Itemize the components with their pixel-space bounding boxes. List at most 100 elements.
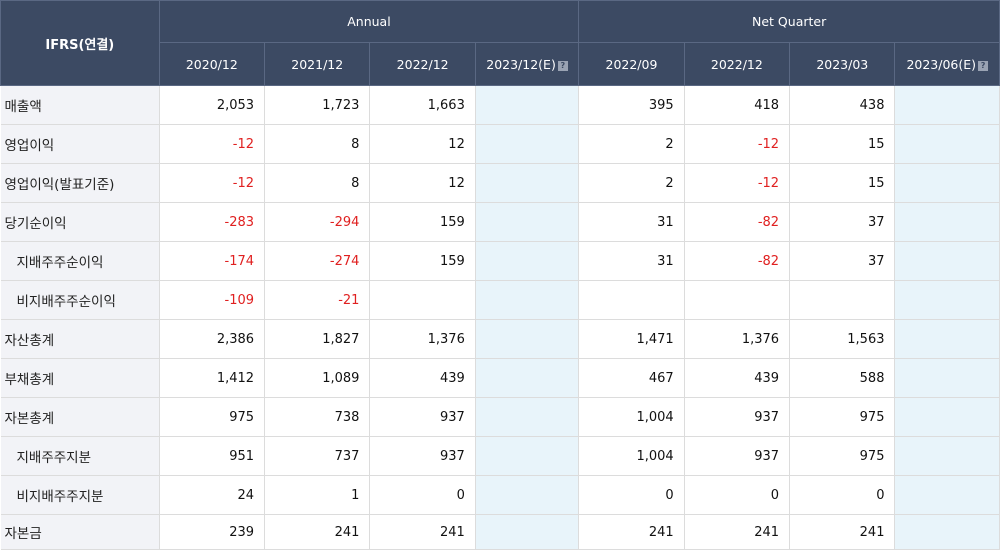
annual-value-cell: 975 <box>159 397 266 437</box>
annual-value-cell <box>475 280 580 320</box>
table-row: 자본총계 975 738 937 1,004 937 975 <box>0 397 1000 437</box>
annual-value-cell: 241 <box>369 514 476 550</box>
period-label: 2023/03 <box>816 56 869 72</box>
row-label: 영업이익(발표기준) <box>0 163 160 203</box>
annual-value-cell: -294 <box>264 202 371 242</box>
quarter-value-cell: 937 <box>684 397 791 437</box>
quarter-value-cell: 395 <box>578 85 685 125</box>
annual-value-cell: 0 <box>369 475 476 515</box>
annual-value-cell: 439 <box>369 358 476 398</box>
quarter-value-cell: 438 <box>789 85 896 125</box>
quarter-group-header: Net Quarter <box>578 0 1000 43</box>
annual-value-cell: 1,663 <box>369 85 476 125</box>
row-label: 자본금 <box>0 514 160 550</box>
annual-value-cell <box>475 85 580 125</box>
period-label: 2023/06(E) <box>906 56 977 72</box>
period-label: 2021/12 <box>291 56 344 72</box>
period-label: 2022/12 <box>396 56 449 72</box>
annual-value-cell <box>475 358 580 398</box>
annual-value-cell: 159 <box>369 202 476 242</box>
annual-value-cell: 239 <box>159 514 266 550</box>
annual-value-cell <box>475 241 580 281</box>
annual-value-cell <box>475 202 580 242</box>
quarter-value-cell <box>578 280 685 320</box>
quarter-value-cell <box>894 124 1000 164</box>
annual-period-header: 2023/12(E)? <box>474 42 580 86</box>
quarter-value-cell: 31 <box>578 202 685 242</box>
quarter-value-cell: -82 <box>684 202 791 242</box>
row-label: 지배주주순이익 <box>0 241 160 281</box>
annual-value-cell <box>475 163 580 203</box>
table-row: 영업이익 -12 8 12 2 -12 15 <box>0 124 1000 164</box>
annual-value-cell <box>369 280 476 320</box>
table-header: IFRS(연결) Annual Net Quarter 2020/12 2021/… <box>0 0 1000 86</box>
annual-period-header: 2022/12 <box>369 42 476 86</box>
annual-value-cell: 937 <box>369 397 476 437</box>
quarter-value-cell <box>894 319 1000 359</box>
annual-value-cell <box>475 475 580 515</box>
quarter-value-cell: -82 <box>684 241 791 281</box>
row-label: 매출액 <box>0 85 160 125</box>
help-icon[interactable]: ? <box>557 60 568 71</box>
annual-value-cell: 1 <box>264 475 371 515</box>
annual-value-cell <box>475 514 580 550</box>
annual-value-cell <box>475 124 580 164</box>
quarter-value-cell <box>894 280 1000 320</box>
quarter-value-cell: 1,004 <box>578 397 685 437</box>
quarter-value-cell: 588 <box>789 358 896 398</box>
annual-value-cell: 12 <box>369 163 476 203</box>
annual-value-cell: -274 <box>264 241 371 281</box>
annual-value-cell: 937 <box>369 436 476 476</box>
quarter-value-cell: 31 <box>578 241 685 281</box>
annual-value-cell: 1,089 <box>264 358 371 398</box>
quarter-value-cell <box>894 202 1000 242</box>
quarter-value-cell: 418 <box>684 85 791 125</box>
quarter-value-cell <box>894 241 1000 281</box>
quarter-value-cell <box>894 397 1000 437</box>
row-label: 비지배주주지분 <box>0 475 160 515</box>
annual-value-cell: 2,386 <box>159 319 266 359</box>
quarter-value-cell: 975 <box>789 436 896 476</box>
quarter-value-cell: 1,471 <box>578 319 685 359</box>
quarter-value-cell <box>789 280 896 320</box>
quarter-value-cell <box>894 163 1000 203</box>
annual-value-cell: 159 <box>369 241 476 281</box>
quarter-period-header: 2023/06(E)? <box>894 42 1000 86</box>
quarter-value-cell: 1,004 <box>578 436 685 476</box>
quarter-value-cell: -12 <box>684 163 791 203</box>
annual-value-cell: 737 <box>264 436 371 476</box>
period-label: 2022/12 <box>710 56 763 72</box>
table-row: 당기순이익 -283 -294 159 31 -82 37 <box>0 202 1000 242</box>
annual-value-cell <box>475 436 580 476</box>
quarter-value-cell <box>894 436 1000 476</box>
quarter-value-cell: 937 <box>684 436 791 476</box>
period-header-row: 2020/12 2021/12 2022/12 2023/12(E)? 2022/09 2… <box>1 42 1000 86</box>
quarter-value-cell <box>894 475 1000 515</box>
table-row: 자산총계 2,386 1,827 1,376 1,471 1,376 1,563 <box>0 319 1000 359</box>
quarter-value-cell: 467 <box>578 358 685 398</box>
quarter-value-cell: 15 <box>789 163 896 203</box>
table-row: 부채총계 1,412 1,089 439 467 439 588 <box>0 358 1000 398</box>
annual-value-cell: -109 <box>159 280 266 320</box>
quarter-period-header: 2023/03 <box>789 42 896 86</box>
help-icon[interactable]: ? <box>978 60 989 71</box>
row-label: 당기순이익 <box>0 202 160 242</box>
annual-value-cell: -21 <box>264 280 371 320</box>
quarter-value-cell: 0 <box>789 475 896 515</box>
period-label: 2022/09 <box>605 56 658 72</box>
quarter-value-cell <box>684 280 791 320</box>
annual-group-header: Annual <box>158 0 580 43</box>
quarter-value-cell: 2 <box>578 163 685 203</box>
annual-value-cell: 8 <box>264 163 371 203</box>
quarter-value-cell: 241 <box>789 514 896 550</box>
quarter-value-cell <box>894 514 1000 550</box>
annual-value-cell <box>475 397 580 437</box>
quarter-value-cell: 37 <box>789 241 896 281</box>
quarter-period-header: 2022/12 <box>683 42 791 86</box>
row-label: 지배주주지분 <box>0 436 160 476</box>
quarter-value-cell: 15 <box>789 124 896 164</box>
annual-value-cell: 24 <box>159 475 266 515</box>
quarter-value-cell: 241 <box>684 514 791 550</box>
table-row: 지배주주순이익 -174 -274 159 31 -82 37 <box>0 241 1000 281</box>
